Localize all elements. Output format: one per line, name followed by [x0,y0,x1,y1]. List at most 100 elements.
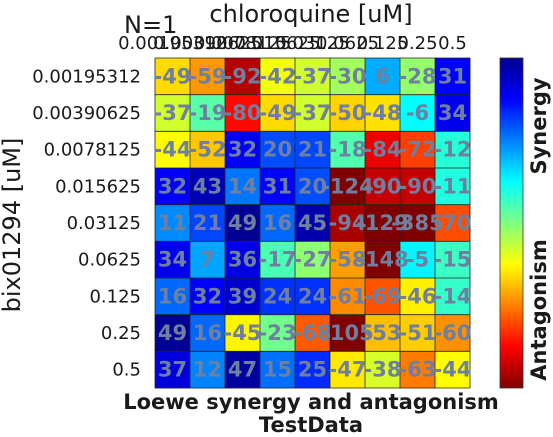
heatmap-cell [260,314,296,352]
x-tick-label: 0.015625 [235,33,321,54]
heatmap-cell [365,204,401,242]
cell-value-label: 47 [228,358,257,382]
cell-value-label: 31 [263,174,292,198]
y-tick-labels: 0.00195312 0.00390625 0.0078125 0.015625 0.0… [32,66,141,380]
cell-value-label: -80 [224,101,262,125]
heatmap-cell [365,58,401,95]
x-tick-label: 0.00195312 [118,33,227,54]
cell-value-label: 25 [298,358,327,382]
cell-value-label: -61 [329,284,367,308]
heatmap-cell [400,58,436,95]
cell-value-label: 34 [438,101,467,125]
heatmap-cell [260,241,296,279]
heatmap-cell [260,94,296,132]
heatmap-cell [260,204,296,242]
cell-value-label: -15 [434,248,472,272]
cell-value-labels: -49-59-92-42-37-30 6 -28 31-37-19-80-49-37-… [154,64,472,381]
heatmap-cell [190,204,226,242]
cell-value-label: -53 [364,321,402,345]
heatmap-cell [330,314,366,352]
heatmap-cell [260,351,296,389]
heatmap-cell [260,131,296,169]
heatmap-cell [155,58,191,95]
cell-value-label: 12 [193,358,222,382]
x-tick-label: 0.00390625 [153,33,262,54]
cell-value-label: 39 [228,284,257,308]
x-label: Loewe synergy and antagonism [123,390,499,414]
cell-value-label: -60 [434,321,472,345]
cell-value-label: 45 [298,211,327,235]
cell-value-label: 7 [200,248,215,272]
heatmap-cell [155,94,191,132]
chart-subtitle: TestData [259,413,363,437]
cell-value-label: -94 [329,211,367,235]
cell-value-label: 24 [263,284,292,308]
heatmap-cell [155,278,191,315]
cell-value-label: 49 [158,321,187,345]
cell-value-label: -385 [391,211,444,235]
heatmap-cell [435,204,471,242]
cell-value-label: -105 [321,321,374,345]
cell-value-label: -48 [364,101,402,125]
cell-value-label: -38 [364,358,402,382]
heatmap-cell [295,168,331,205]
n-label: N=1 [124,11,177,39]
heatmap-cell [435,131,471,169]
heatmap-cell [435,58,471,95]
heatmap-cell [225,314,261,352]
cell-value-label: -59 [189,64,227,88]
colorbar [499,57,524,389]
heatmap-cell [330,351,366,389]
x-tick-labels: 0.001953120.003906250.00781250.0156250.0… [118,33,467,54]
cell-value-label: -50 [329,101,367,125]
heatmap-cell [190,131,226,169]
heatmap-cell [365,241,401,279]
heatmap-cell [435,168,471,205]
cell-value-label: -49 [259,101,297,125]
heatmap-cell [225,351,261,389]
cell-value-label: 21 [193,211,222,235]
cell-value-label: -148 [356,248,409,272]
heatmap-cell [155,314,191,352]
cell-value-label: 11 [158,211,187,235]
heatmap-cell [400,241,436,279]
heatmap-cell [400,131,436,169]
heatmap-cell [155,351,191,389]
heatmap-cell [260,278,296,315]
cell-value-label: -28 [399,64,437,88]
cell-value-label: -72 [399,138,437,162]
cell-value-label: -5 [406,248,429,272]
heatmap-cell [155,168,191,205]
cell-value-label: -68 [294,321,332,345]
cell-grid [154,57,471,389]
heatmap-cell [155,204,191,242]
x-tick-label: 0.0078125 [194,33,291,54]
heatmap-cell [225,278,261,315]
cell-value-label: 16 [263,211,292,235]
heatmap-cell [190,58,226,95]
heatmap-cell [295,314,331,352]
heatmap-cell [435,351,471,389]
heatmap-cell [435,241,471,279]
y-tick-label: 0.25 [101,323,141,344]
cell-value-label: -51 [399,321,437,345]
cell-value-label: 49 [228,211,257,235]
heatmap-cell [435,314,471,352]
cell-value-label: -92 [224,64,262,88]
cell-value-label: -69 [364,284,402,308]
cell-value-label: -45 [224,321,262,345]
heatmap-cell [400,351,436,389]
cell-value-label: -49 [154,64,192,88]
y-tick-label: 0.015625 [55,176,141,197]
heatmap-cell [295,351,331,389]
cell-value-label: -30 [329,64,367,88]
cell-value-label: -58 [329,248,367,272]
cell-value-label: 31 [438,64,467,88]
heatmap-cell [330,168,366,205]
x-tick-label: 0.125 [357,33,409,54]
heatmap-cell [330,278,366,315]
heatmap-cell [260,58,296,95]
y-tick-label: 0.03125 [67,213,141,234]
x-tick-label: 0.03125 [275,33,349,54]
